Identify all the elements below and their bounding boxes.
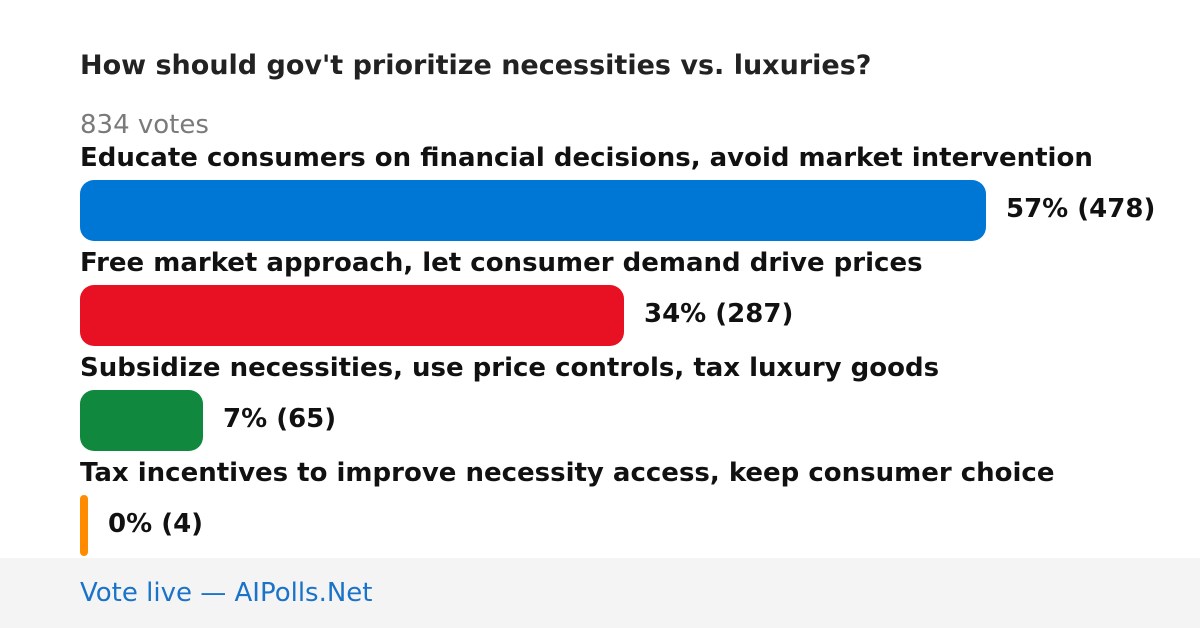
poll-option: Tax incentives to improve necessity acce…: [80, 458, 1195, 557]
result-bar: [80, 285, 624, 346]
option-label: Tax incentives to improve necessity acce…: [80, 458, 1055, 488]
result-value-label: 34% (287): [644, 299, 794, 329]
option-label: Educate consumers on financial decisions…: [80, 143, 1093, 173]
result-bar: [80, 180, 986, 241]
poll-option: Subsidize necessities, use price control…: [80, 353, 1195, 452]
result-value-label: 57% (478): [1006, 194, 1156, 224]
result-value-label: 0% (4): [108, 509, 204, 539]
bar-row: 34% (287): [80, 285, 1195, 347]
vote-count: 834 votes: [80, 110, 209, 140]
option-label: Free market approach, let consumer deman…: [80, 248, 923, 278]
result-value-label: 7% (65): [223, 404, 337, 434]
result-bar: [80, 495, 88, 556]
poll-option: Free market approach, let consumer deman…: [80, 248, 1195, 347]
poll-title: How should gov't prioritize necessities …: [80, 50, 872, 81]
vote-live-link[interactable]: Vote live — AIPolls.Net: [80, 578, 373, 608]
option-label: Subsidize necessities, use price control…: [80, 353, 940, 383]
poll-option: Educate consumers on financial decisions…: [80, 143, 1195, 242]
bar-row: 0% (4): [80, 495, 1195, 557]
bar-row: 57% (478): [80, 180, 1195, 242]
bar-row: 7% (65): [80, 390, 1195, 452]
result-bar: [80, 390, 203, 451]
footer: Vote live — AIPolls.Net: [0, 558, 1200, 628]
